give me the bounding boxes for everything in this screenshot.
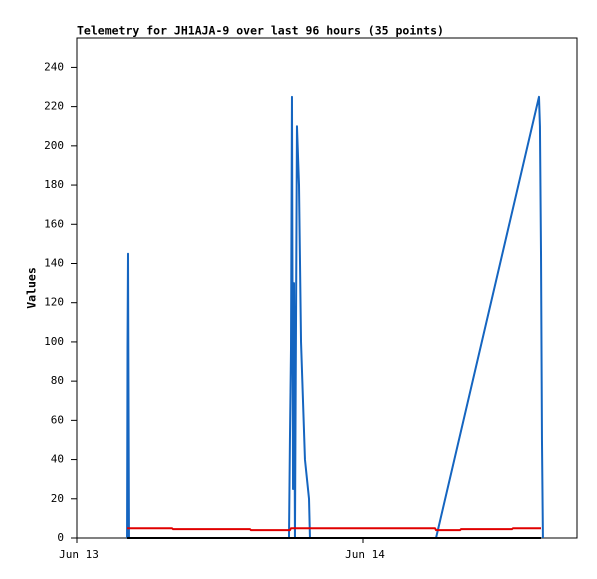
y-axis-label: Values bbox=[25, 267, 39, 309]
series-line bbox=[127, 527, 542, 532]
y-tick-label: 200 bbox=[44, 139, 64, 152]
y-tick-label: 220 bbox=[44, 100, 64, 113]
x-tick-label: Jun 14 bbox=[345, 548, 385, 561]
y-tick-label: 240 bbox=[44, 60, 64, 73]
y-tick-label: 40 bbox=[51, 453, 64, 466]
y-tick-label: 100 bbox=[44, 335, 64, 348]
y-tick-label: 140 bbox=[44, 256, 64, 269]
x-tick-label: Jun 13 bbox=[59, 548, 99, 561]
chart-title: Telemetry for JH1AJA-9 over last 96 hour… bbox=[77, 24, 444, 38]
y-tick-label: 20 bbox=[51, 492, 64, 505]
y-tick-label: 80 bbox=[51, 374, 64, 387]
y-tick-label: 60 bbox=[51, 413, 64, 426]
y-tick-label: 0 bbox=[57, 531, 64, 544]
y-tick-label: 160 bbox=[44, 217, 64, 230]
y-tick-label: 120 bbox=[44, 296, 64, 309]
y-tick-label: 180 bbox=[44, 178, 64, 191]
